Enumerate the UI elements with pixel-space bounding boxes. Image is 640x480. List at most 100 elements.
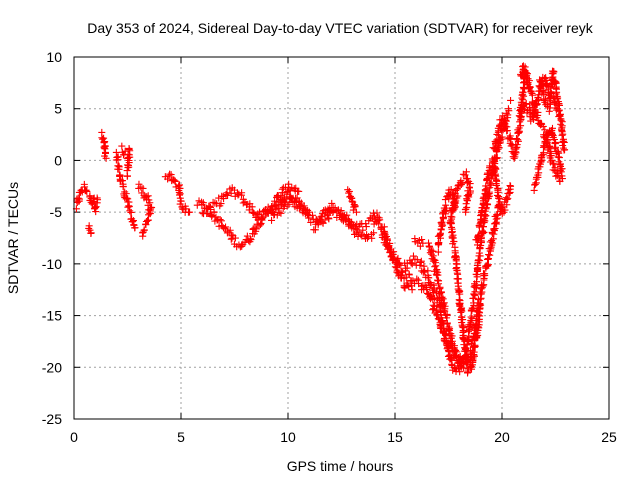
data-point xyxy=(448,337,456,345)
data-point xyxy=(381,233,389,241)
data-point xyxy=(548,156,556,164)
data-point xyxy=(309,211,317,219)
y-tick-label: -5 xyxy=(50,204,63,220)
data-point xyxy=(548,124,556,132)
data-point xyxy=(138,229,146,237)
data-point xyxy=(498,210,506,218)
data-point xyxy=(491,160,499,168)
data-point xyxy=(227,189,235,197)
data-point xyxy=(75,195,83,203)
data-point xyxy=(475,231,483,239)
data-point xyxy=(295,187,303,195)
data-point xyxy=(476,252,484,260)
data-point xyxy=(443,204,451,212)
data-point xyxy=(543,140,551,148)
data-point xyxy=(420,262,428,270)
data-point xyxy=(404,281,412,289)
data-point xyxy=(375,220,383,228)
data-point xyxy=(514,137,522,145)
data-point xyxy=(487,245,495,253)
data-point xyxy=(490,167,498,175)
data-point xyxy=(530,109,538,117)
data-point xyxy=(129,218,137,226)
data-point xyxy=(559,135,567,143)
data-point xyxy=(462,359,470,367)
data-point xyxy=(124,195,132,203)
data-point xyxy=(284,184,292,192)
data-point xyxy=(512,144,520,152)
data-point xyxy=(281,198,289,206)
data-point xyxy=(131,224,139,232)
data-point xyxy=(505,189,513,197)
data-point xyxy=(317,217,325,225)
data-point xyxy=(118,177,126,185)
data-point xyxy=(277,209,285,217)
data-point xyxy=(468,315,476,323)
data-point xyxy=(425,239,433,247)
data-point xyxy=(478,227,486,235)
data-point xyxy=(539,86,547,94)
data-point xyxy=(465,183,473,191)
data-point xyxy=(560,146,568,154)
data-point xyxy=(409,252,417,260)
data-point xyxy=(440,299,448,307)
data-point xyxy=(549,131,557,139)
data-point xyxy=(207,205,215,213)
data-point xyxy=(470,352,478,360)
data-point xyxy=(469,356,477,364)
data-point xyxy=(417,257,425,265)
data-point xyxy=(550,135,558,143)
x-tick-label: 5 xyxy=(177,429,185,445)
data-point xyxy=(470,351,478,359)
data-point xyxy=(489,159,497,167)
data-point xyxy=(518,91,526,99)
data-point xyxy=(555,149,563,157)
data-point xyxy=(522,100,530,108)
data-point xyxy=(370,229,378,237)
data-point xyxy=(552,106,560,114)
data-point xyxy=(208,212,216,220)
data-point xyxy=(490,230,498,238)
data-point xyxy=(551,97,559,105)
data-point xyxy=(557,168,565,176)
y-tick-label: 5 xyxy=(54,101,62,117)
data-point xyxy=(273,203,281,211)
data-point xyxy=(94,196,102,204)
data-point xyxy=(467,313,475,321)
data-point xyxy=(461,347,469,355)
data-point xyxy=(447,185,455,193)
data-point xyxy=(443,314,451,322)
data-point xyxy=(530,109,538,117)
x-tick-label: 0 xyxy=(70,429,78,445)
data-point xyxy=(408,260,416,268)
data-point xyxy=(554,105,562,113)
data-point xyxy=(316,216,324,224)
data-point xyxy=(167,171,175,179)
data-point xyxy=(373,209,381,217)
data-point xyxy=(224,191,232,199)
data-point xyxy=(275,208,283,216)
data-point xyxy=(177,197,185,205)
data-point xyxy=(434,315,442,323)
data-point xyxy=(114,156,122,164)
data-point xyxy=(115,163,123,171)
data-point xyxy=(430,302,438,310)
data-point xyxy=(433,310,441,318)
data-point xyxy=(352,208,360,216)
data-point xyxy=(514,136,522,144)
data-point xyxy=(429,252,437,260)
y-tick-label: 0 xyxy=(54,152,62,168)
data-point xyxy=(454,279,462,287)
data-point xyxy=(528,91,536,99)
data-point xyxy=(248,203,256,211)
data-point xyxy=(249,209,257,217)
data-point xyxy=(417,258,425,266)
data-point xyxy=(544,136,552,144)
data-point xyxy=(279,204,287,212)
data-point xyxy=(499,116,507,124)
data-point xyxy=(435,239,443,247)
data-point xyxy=(458,307,466,315)
data-point xyxy=(539,122,547,130)
data-point xyxy=(124,172,131,180)
